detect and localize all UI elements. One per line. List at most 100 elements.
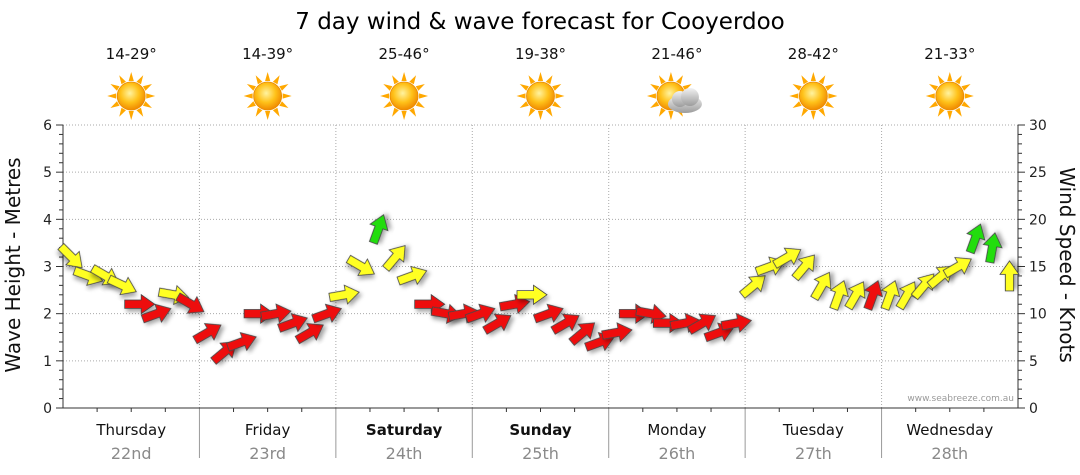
wind-arrow-shape [192,323,222,345]
y-tick-label: 2 [43,307,52,323]
wind-arrow-shape [601,322,633,343]
sun-icon [789,72,838,120]
day-date-label: 23rd [249,444,286,463]
wind-arrow [260,303,292,324]
sun-ray [519,84,529,91]
wind-arrow-shape [982,232,1003,264]
sun-ray [947,111,953,120]
sun-icon [925,72,974,120]
wind-arrow-shape [482,313,512,335]
sun-ray [128,111,134,120]
sun-ray [383,101,393,108]
sun-ray [265,111,271,120]
sun-ray [282,93,292,99]
sun-ray [646,93,656,99]
wind-arrow [880,280,901,311]
y-tick-label: 6 [43,118,52,134]
y2-tick-label: 25 [1029,165,1047,181]
sun-ray [676,75,683,85]
sun-ray [279,84,289,91]
temperature-label: 19-38° [515,45,566,63]
sun-ray [119,75,126,85]
wind-arrow [396,265,428,286]
sun-ray [552,84,562,91]
sun-ray [925,93,935,99]
sun-ray [401,72,407,81]
y-axis-title: Wave Height - Metres [1,157,25,372]
sun-ray [142,84,152,91]
wind-arrow [106,274,137,296]
sun-ray [650,84,660,91]
temperature-label: 21-46° [651,45,702,63]
wind-arrow [601,322,633,343]
sun-ray [545,107,553,117]
wind-arrow [772,247,802,269]
day-date-label: 25th [522,444,559,463]
wind-arrow [382,245,406,272]
day-date-label: 24th [386,444,423,463]
sun-ray [110,101,120,108]
wind-arrow-shape [311,303,343,324]
day-date-label: 26th [659,444,696,463]
sun-ray [409,75,417,85]
sun-ray [516,93,526,99]
y2-tick-label: 30 [1029,118,1047,134]
day-labels: Thursday 22nd Friday 23rd Saturday 24th Sunday… [95,421,993,463]
wind-arrow-shape [772,247,802,269]
sun-ray [272,75,280,85]
sun-ray [818,75,826,85]
sun-ray [658,75,666,85]
sun-disc [935,81,965,111]
wind-arrow [550,313,580,335]
sun-ray [136,75,144,85]
day-date-label: 28th [931,444,968,463]
sun-ray [255,75,263,85]
wind-arrows [57,214,1020,365]
wind-arrow-shape [999,260,1020,292]
temperature-label: 21-33° [924,45,975,63]
sun-disc [253,81,283,111]
sun-ray [961,101,971,108]
wind-arrow-shape [568,322,596,346]
day-date-label: 22nd [111,444,152,463]
wind-arrow-shape [368,214,389,245]
sun-ray [937,75,945,85]
sun-ray [682,84,692,91]
wind-arrow [124,293,156,315]
wind-arrow-shape [686,313,717,335]
wind-arrow-shape [532,303,564,324]
sun-ray [937,107,945,117]
wind-arrow-shape [294,323,324,345]
sun-icon [107,72,156,120]
sun-ray [265,72,271,81]
sun-ray [243,93,253,99]
wind-arrow-shape [124,293,156,315]
cloud-shape [667,88,702,113]
wind-arrow [942,257,972,279]
sun-ray [810,111,816,120]
y-tick-label: 0 [43,401,52,417]
day-name-label: Sunday [509,421,572,439]
sun-ray [528,75,536,85]
wind-arrow [345,254,375,276]
wind-arrow [368,214,389,245]
wind-arrow-shape [260,303,292,324]
wind-arrow [791,254,815,282]
wind-arrow-shape [516,284,548,306]
sun-disc [116,81,146,111]
wind-arrow [965,223,986,255]
temperature-label: 28-42° [788,45,839,63]
wind-arrow [720,312,753,334]
temperature-row: 14-29° 14-39° 25-46° 19-38° 21-46° 28-42° 21-3… [106,45,976,63]
day-name-label: Thursday [95,421,166,439]
wind-arrow [568,322,596,346]
day-name-label: Saturday [366,421,443,439]
grid [63,124,1018,458]
wind-arrow [192,323,222,345]
wind-arrow-shape [550,313,580,335]
wind-arrow [482,313,512,335]
sun-ray [136,107,144,117]
wind-arrow [311,303,343,324]
